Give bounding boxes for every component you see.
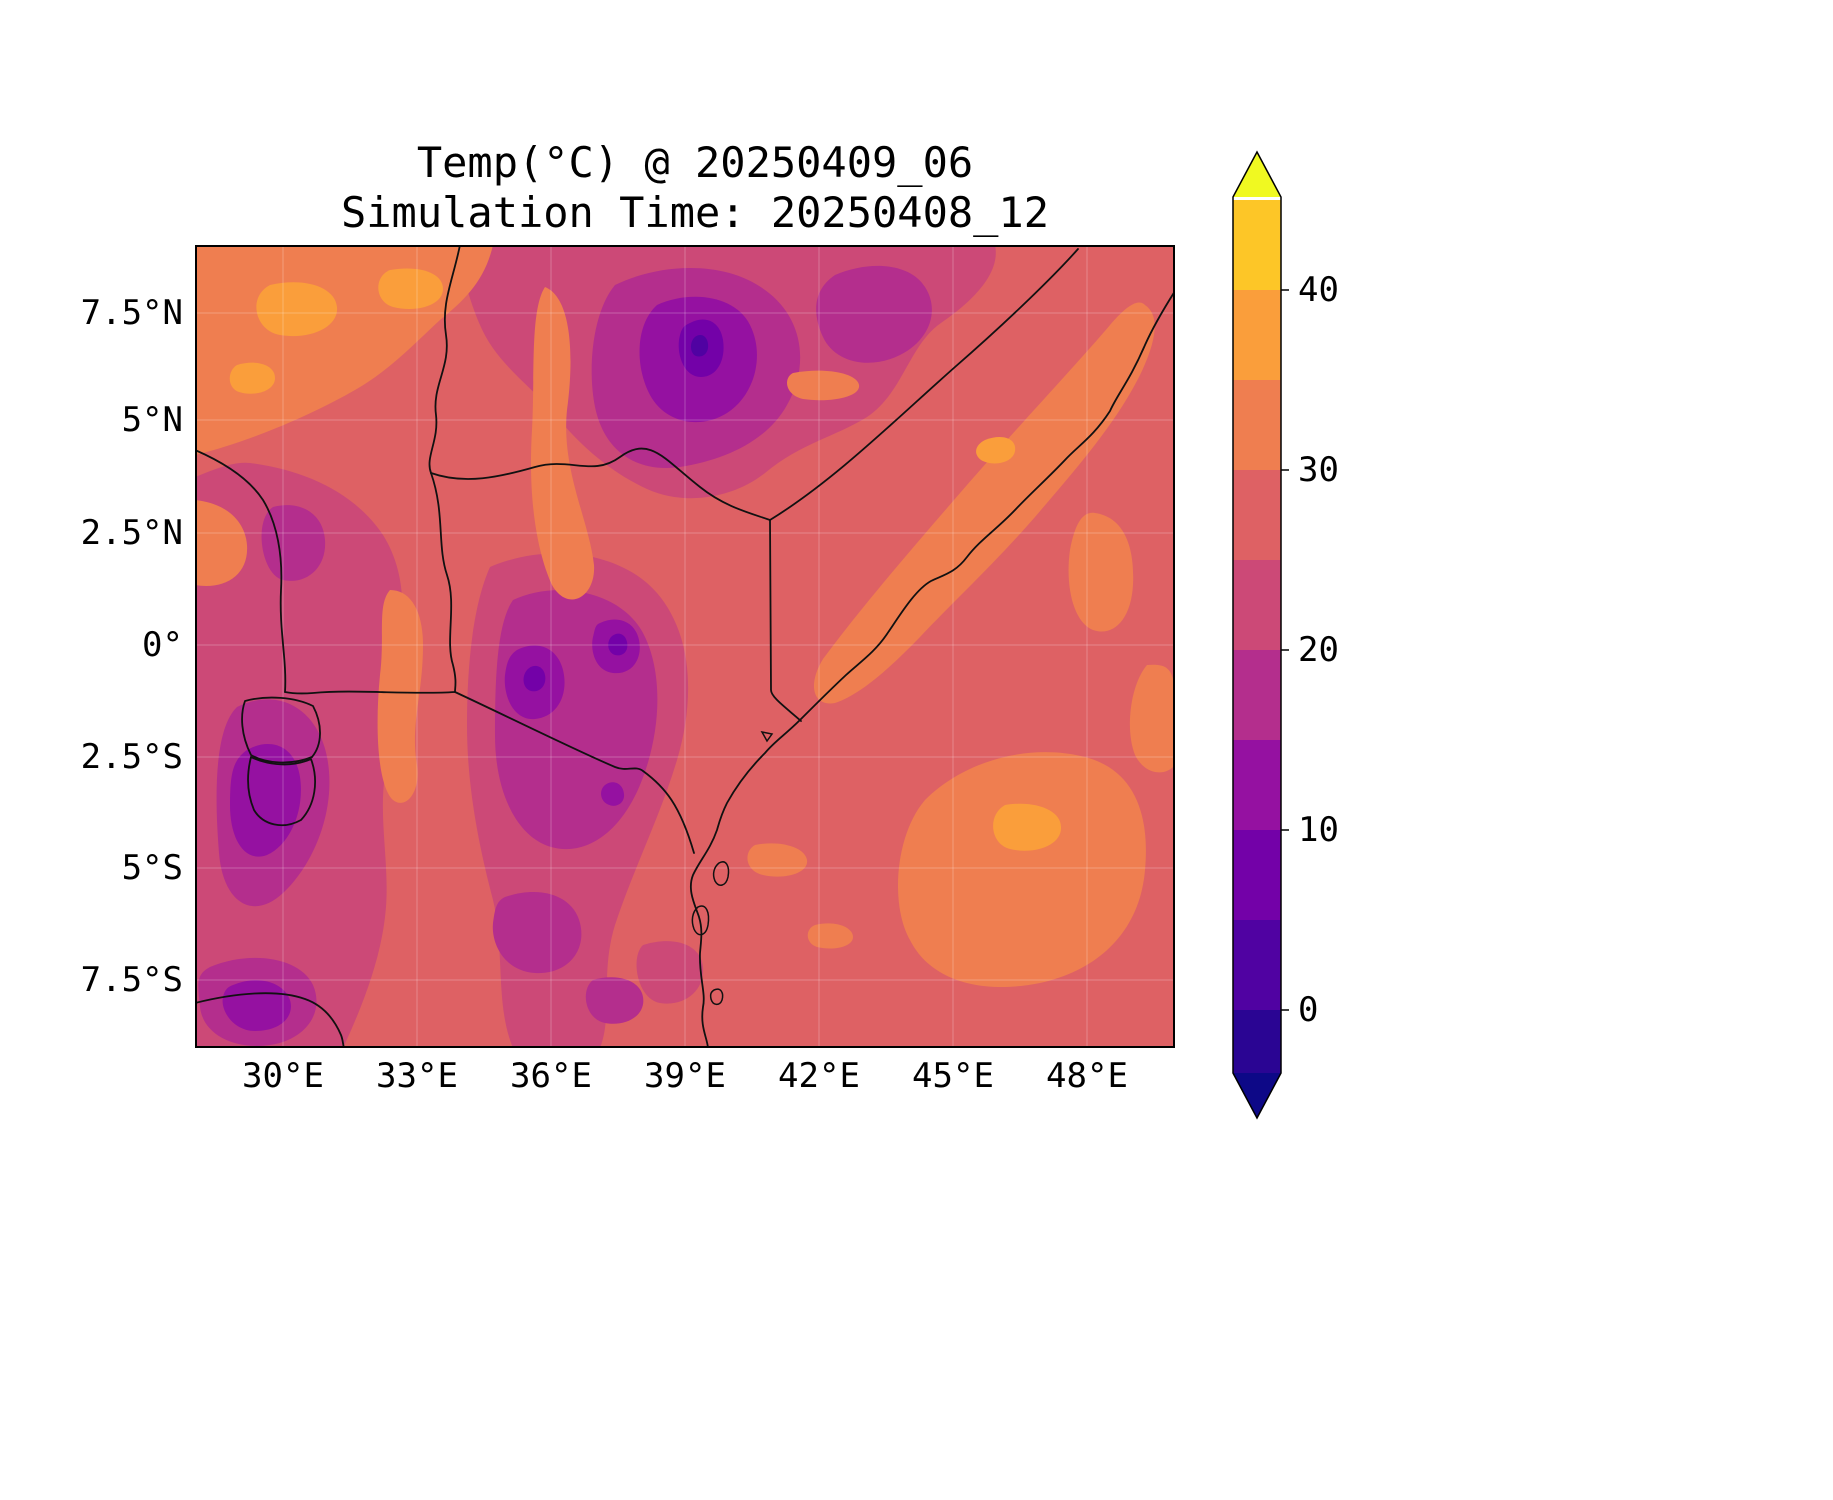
country-border: [769, 248, 1079, 521]
country-border: [284, 690, 456, 695]
colorbar-tick-label: 30: [1298, 450, 1339, 490]
country-border: [428, 245, 461, 474]
country-border: [195, 449, 287, 693]
colorbar-band-35-40: [1233, 290, 1281, 380]
temp-region-10-15C: [601, 782, 625, 806]
temp-region-5-10C: [608, 633, 628, 656]
temp-region-15-20C: [261, 505, 326, 581]
colorbar-extend-over: [1233, 152, 1281, 197]
temp-region-20-25C: [636, 941, 704, 1004]
colorbar-band-20-25: [1233, 560, 1281, 650]
temp-region-35-40C: [256, 282, 338, 337]
temp-region-35-40C: [976, 437, 1016, 464]
temp-region-30-35C: [1129, 664, 1175, 773]
ytick-label: 2.5°N: [80, 513, 183, 553]
colorbar-band-5-10: [1233, 830, 1281, 920]
colorbar-tick-label: 10: [1298, 810, 1339, 850]
country-border: [241, 696, 321, 764]
temp-region-30-35C: [787, 370, 860, 401]
temp-region-30-35C: [195, 500, 248, 586]
temperature-map: [195, 245, 1175, 1048]
coastline: [689, 290, 1175, 1048]
ytick-label: 7.5°N: [80, 293, 183, 333]
island-outline: [691, 905, 710, 936]
temp-region-15-20C: [816, 265, 932, 363]
xtick-label: 48°E: [1046, 1056, 1128, 1096]
map-frame: [195, 245, 1175, 1048]
colorbar-extend-under: [1233, 1073, 1281, 1118]
temp-region-30-35C: [747, 843, 808, 877]
temp-region-15-20C: [492, 892, 582, 974]
ytick-label: 7.5°S: [80, 960, 183, 1000]
temp-region-0-5C: [690, 335, 709, 357]
colorbar-band-0-5: [1233, 920, 1281, 1010]
temp-region-35-40C: [993, 803, 1062, 851]
temp-region-30-35C: [377, 590, 423, 803]
colorbar-tick-label: 20: [1298, 630, 1339, 670]
island-outline: [760, 730, 774, 743]
temp-region-30-35C: [1068, 512, 1134, 632]
ytick-label: 5°N: [121, 400, 183, 440]
plot-title-line2: Simulation Time: 20250408_12: [340, 188, 1049, 237]
xtick-label: 36°E: [510, 1056, 592, 1096]
temp-region-15-20C: [585, 977, 644, 1024]
colorbar-band-40-45: [1233, 200, 1281, 290]
country-border: [247, 756, 316, 827]
xtick-label: 33°E: [376, 1056, 458, 1096]
colorbar-band-30-35: [1233, 380, 1281, 470]
plot-title-line1: Temp(°C) @ 20250409_06: [416, 138, 974, 187]
ytick-label: 2.5°S: [80, 737, 183, 777]
temp-region-5-10C: [523, 665, 546, 692]
colorbar-band-25-30: [1233, 470, 1281, 560]
temp-region-30-35C: [813, 302, 1155, 704]
temp-region-30-35C: [898, 752, 1146, 988]
island-outline: [712, 861, 730, 886]
plot-title: Temp(°C) @ 20250409_06 Simulation Time: …: [195, 138, 1195, 238]
xtick-label: 42°E: [778, 1056, 860, 1096]
country-border: [430, 472, 457, 693]
colorbar-band-10-15: [1233, 740, 1281, 830]
xtick-label: 45°E: [912, 1056, 994, 1096]
xtick-label: 39°E: [644, 1056, 726, 1096]
country-border: [769, 519, 802, 722]
temp-region-35-40C: [229, 362, 275, 394]
temp-region-35-40C: [378, 268, 443, 309]
country-border: [454, 691, 695, 854]
temp-region-30-35C: [530, 287, 595, 600]
colorbar: [1232, 150, 1289, 1120]
xtick-label: 30°E: [242, 1056, 324, 1096]
colorbar-band--5-0: [1233, 1010, 1281, 1073]
country-border: [430, 447, 771, 521]
colorbar-tick-label: 40: [1298, 270, 1339, 310]
colorbar-outline: [1232, 150, 1282, 1120]
ytick-label: 0°: [142, 625, 183, 665]
temp-region-30-35C: [807, 923, 853, 949]
ytick-label: 5°S: [121, 848, 183, 888]
colorbar-tick-label: 0: [1298, 990, 1319, 1030]
country-border: [195, 992, 345, 1048]
island-outline: [709, 988, 724, 1006]
colorbar-band-15-20: [1233, 650, 1281, 740]
